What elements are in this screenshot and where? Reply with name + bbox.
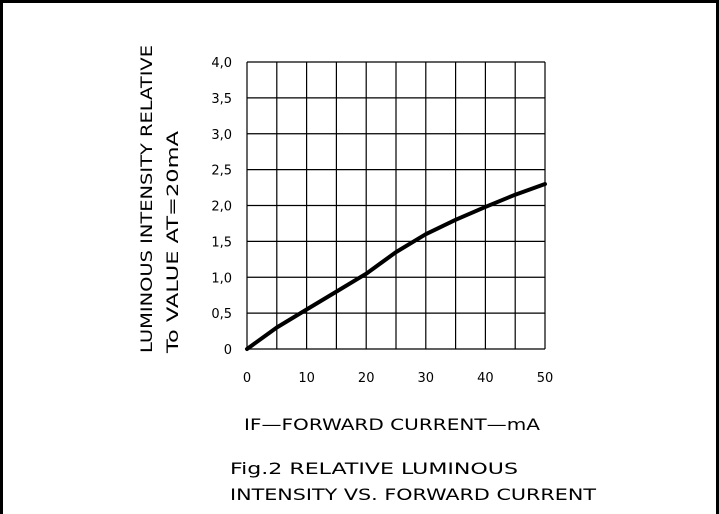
x-axis-label: IF—FORWARD CURRENT—mA xyxy=(244,415,540,434)
x-tick-label: 30 xyxy=(418,371,435,386)
x-tick-label: 50 xyxy=(537,371,554,386)
x-tick-labels: 0 10 20 30 40 50 xyxy=(243,371,553,386)
y-tick-label: 0 xyxy=(224,343,232,358)
x-tick-label: 10 xyxy=(298,371,315,386)
y-axis-label-line1: LUMINOUS INTENSITY RELATIVE xyxy=(137,45,156,353)
x-tick-label: 0 xyxy=(243,371,251,386)
series-line xyxy=(245,182,547,351)
y-tick-label: 4,0 xyxy=(211,56,232,71)
y-tick-label: 2,5 xyxy=(211,164,232,179)
figure-caption-line1: Fig.2 RELATIVE LUMINOUS xyxy=(230,459,518,478)
figure-caption-line2: INTENSITY VS. FORWARD CURRENT xyxy=(230,485,596,504)
y-tick-label: 1,5 xyxy=(211,235,232,250)
y-tick-label: 3,0 xyxy=(211,128,232,143)
y-tick-label: 3,5 xyxy=(211,92,232,107)
y-tick-labels: 0 0,5 1,0 1,5 2,0 2,5 3,0 3,5 4,0 xyxy=(211,56,232,358)
x-tick-label: 20 xyxy=(358,371,375,386)
y-tick-label: 2,0 xyxy=(211,200,232,215)
y-tick-label: 0,5 xyxy=(211,307,232,322)
x-tick-label: 40 xyxy=(477,371,494,386)
y-axis-label-line2: To VALUE AT=20mA xyxy=(163,131,182,354)
grid xyxy=(246,61,546,350)
y-tick-label: 1,0 xyxy=(211,271,232,286)
